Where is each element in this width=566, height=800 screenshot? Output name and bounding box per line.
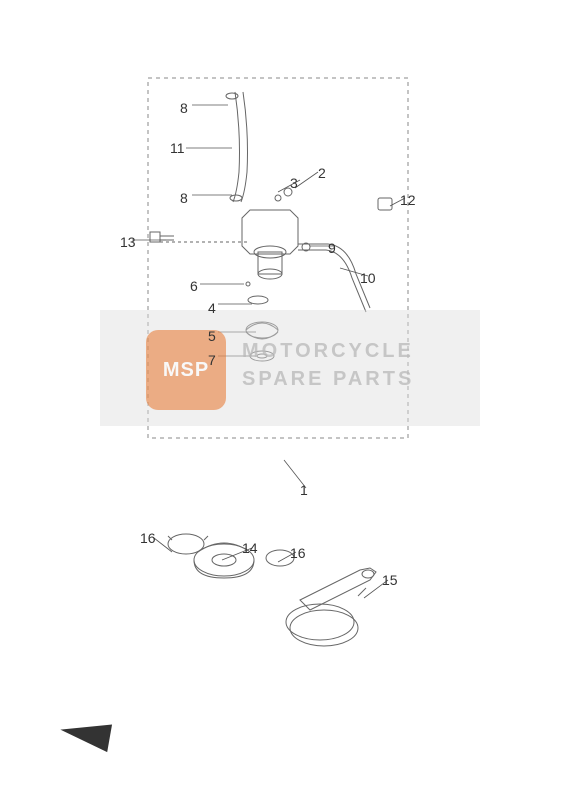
callout-5: 5 [208,328,216,344]
callout-8: 8 [180,100,188,116]
callout-11: 11 [170,140,185,156]
callout-6: 6 [190,278,198,294]
callout-16: 16 [140,530,156,546]
callout-14: 14 [242,540,258,556]
callout-8: 8 [180,190,188,206]
watermark-badge-text: MSP [163,359,209,382]
callout-7: 7 [208,352,216,368]
callout-9: 9 [328,240,336,256]
watermark-line1: MOTORCYCLE [242,340,414,363]
callout-15: 15 [382,572,398,588]
callout-16: 16 [290,545,306,561]
callout-13: 13 [120,234,136,250]
callout-1: 1 [300,482,308,498]
callout-10: 10 [360,270,376,286]
callout-4: 4 [208,300,216,316]
callout-12: 12 [400,192,416,208]
parts-diagram: MSP MOTORCYCLE SPARE PARTS 1234567889101… [0,0,566,800]
callout-3: 3 [290,175,298,191]
callout-2: 2 [318,165,326,181]
watermark-line2: SPARE PARTS [242,368,414,391]
